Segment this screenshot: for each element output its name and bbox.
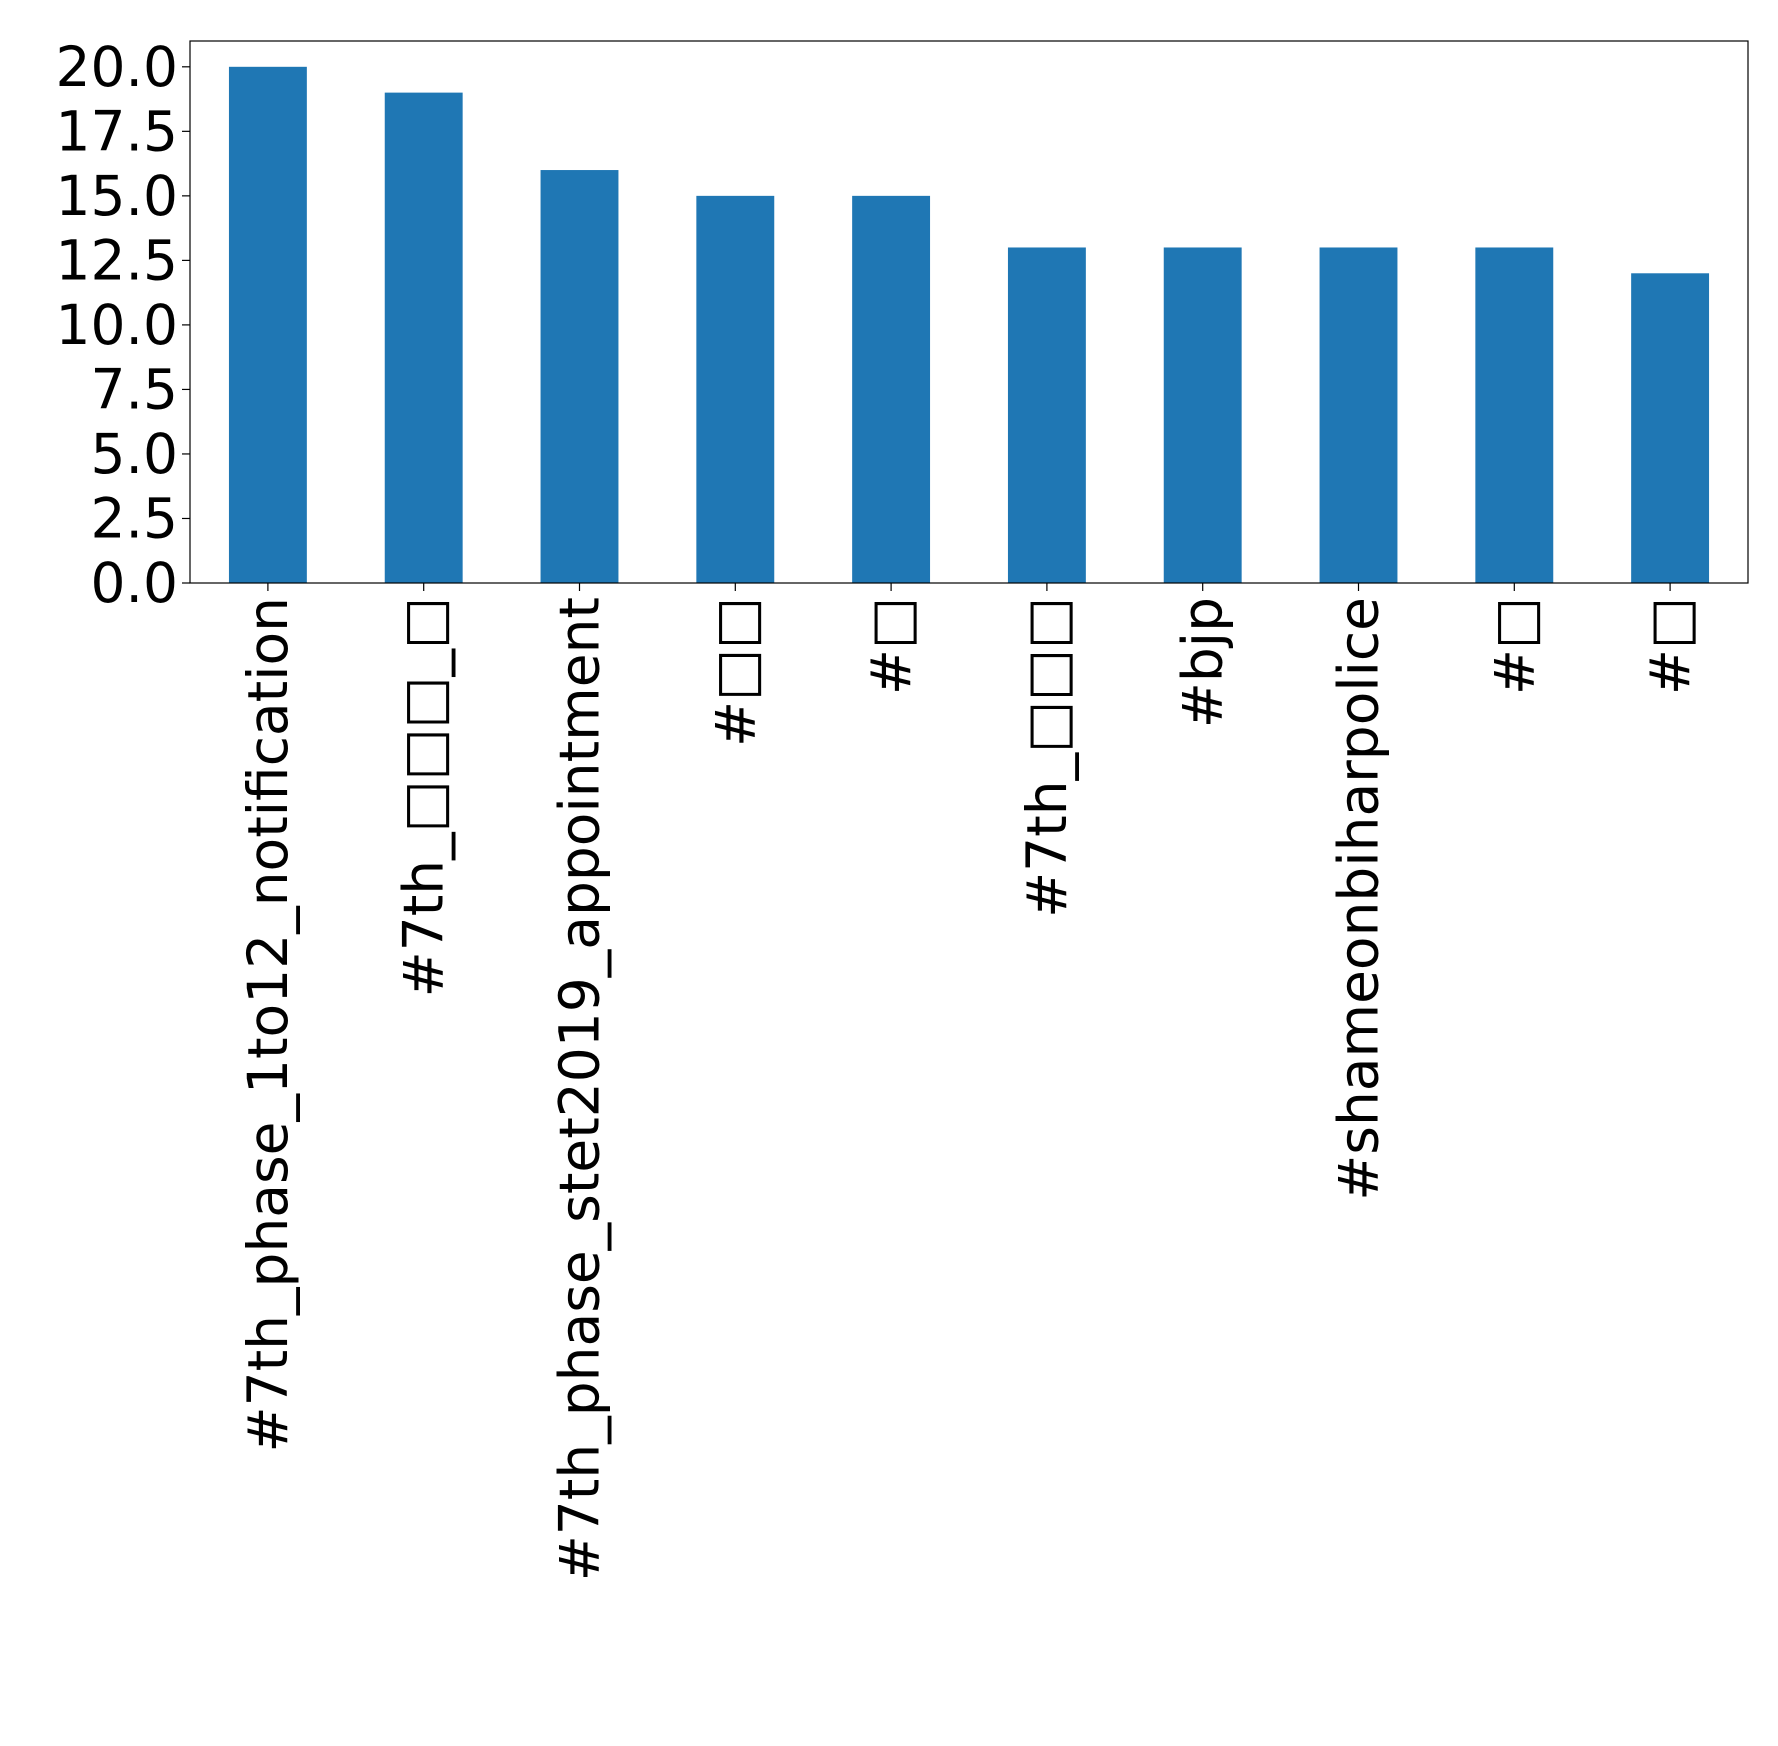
bar: [696, 195, 775, 583]
x-tick-label: #□□: [703, 597, 767, 747]
bar: [228, 66, 307, 584]
x-tick-label: #□: [859, 597, 923, 695]
y-tick-label: 20.0: [56, 35, 178, 99]
plot-frame: [189, 40, 1749, 584]
bar: [852, 195, 931, 583]
x-tick-label: #7th_□□□_□: [392, 597, 456, 997]
bar: [540, 170, 619, 584]
x-tick-label: #□: [1482, 597, 1546, 695]
y-tick-label: 10.0: [56, 293, 178, 357]
x-tick-label: #7th_□□□: [1015, 597, 1079, 918]
bar: [1631, 273, 1710, 583]
bar: [1319, 247, 1398, 583]
y-tick-label: 5.0: [91, 422, 178, 486]
x-tick-label: #bjp: [1171, 597, 1235, 728]
bar: [384, 92, 463, 583]
bar: [1163, 247, 1242, 583]
y-tick-label: 12.5: [56, 228, 178, 292]
y-tick-label: 2.5: [91, 486, 178, 550]
bar: [1007, 247, 1086, 583]
x-tick-label: #□: [1638, 597, 1702, 695]
y-tick-label: 0.0: [91, 551, 178, 615]
y-tick-label: 15.0: [56, 164, 178, 228]
x-tick-label: #7th_phase_stet2019_appointment: [548, 597, 612, 1581]
bar: [1475, 247, 1554, 583]
y-tick-label: 7.5: [91, 357, 178, 421]
x-tick-label: #7th_phase_1to12_notification: [236, 597, 300, 1452]
y-tick-label: 17.5: [56, 99, 178, 163]
x-tick-label: #shameonbiharpolice: [1327, 597, 1391, 1201]
